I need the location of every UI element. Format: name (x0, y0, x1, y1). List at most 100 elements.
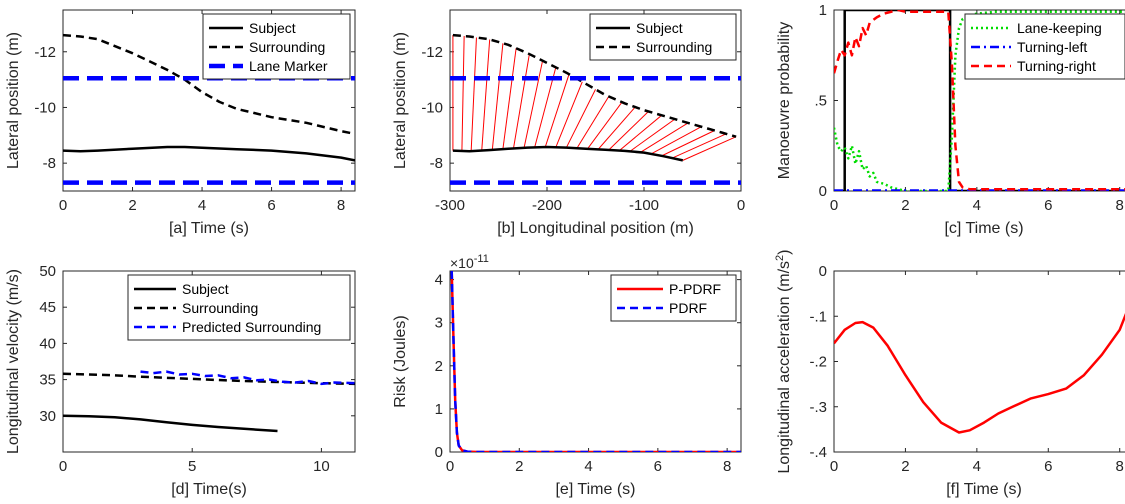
connection-line (565, 89, 596, 148)
x-axis-label: [e] Time (s) (555, 481, 635, 498)
legend-entry: Predicted Surrounding (182, 319, 321, 335)
y-tick-label: 3 (435, 315, 443, 332)
x-axis-label: [f] Time (s) (946, 481, 1022, 498)
y-tick-label: 0 (819, 263, 827, 280)
y-tick-label: -.4 (809, 444, 827, 461)
connection-line (597, 106, 636, 150)
y-tick-label: -12 (421, 44, 443, 61)
x-tick-label: 0 (59, 458, 67, 475)
connection-line (640, 122, 689, 153)
data-layer (63, 370, 355, 433)
connection-line (672, 133, 727, 159)
x-tick-label: 6 (1044, 458, 1052, 475)
series-line-surrounding (63, 33, 355, 136)
x-tick-label: 8 (1116, 197, 1124, 214)
x-tick-label: 6 (1044, 197, 1052, 214)
chart-b: -300 -200 -100 0 -12 -10 -8 [b] Longitudinal po… (392, 9, 745, 237)
legend: Subject Surrounding Lane Marker (202, 13, 351, 80)
y-tick-label: 35 (39, 372, 56, 389)
series-line-pdrf (450, 271, 741, 452)
legend-entry: Turning-left (1017, 39, 1087, 55)
series-line-subject (452, 145, 684, 162)
x-tick-label: 0 (737, 197, 745, 214)
x-tick-label: 4 (973, 197, 981, 214)
connection-line (502, 48, 517, 150)
legend-entry: PDRF (669, 300, 707, 316)
x-tick-label: 4 (198, 197, 206, 214)
connection-line (470, 37, 477, 152)
x-tick-label: -200 (532, 197, 562, 214)
legend-entry: Surrounding (182, 300, 258, 316)
x-axis-label: [b] Longitudinal position (m) (497, 220, 694, 237)
connection-line (461, 36, 465, 151)
y-tick-label: -8 (43, 155, 56, 172)
y-axis-label: Lateral position (m) (5, 32, 22, 169)
y-tick-label: 2 (435, 358, 443, 375)
legend-entry: Surrounding (249, 39, 325, 55)
chart-d: 0 5 10 30 35 40 45 50 [d] Time(s) Longitudinal ve… (5, 263, 356, 498)
y-tick-label: 1 (819, 2, 827, 19)
connection-line (523, 60, 544, 148)
y-tick-label: -.1 (809, 308, 827, 325)
connection-line (618, 114, 662, 151)
x-tick-label: 0 (830, 458, 838, 475)
x-tick-label: 6 (654, 458, 662, 475)
x-tick-label: 4 (973, 458, 981, 475)
legend-entry: P-PDRF (669, 281, 721, 297)
y-tick-label: 45 (39, 299, 56, 316)
x-tick-label: 2 (901, 197, 909, 214)
y-tick-label: 0 (819, 183, 827, 200)
series-line-subject (63, 145, 355, 162)
x-tick-label: 2 (515, 458, 523, 475)
x-tick-label: 8 (1116, 458, 1124, 475)
series-line-predicted-surrounding (140, 370, 355, 386)
chart-e: 0 2 4 6 8 0 1 2 3 4 [e] Time (s) Risk (Joules) ×10-1… (392, 253, 742, 498)
y-tick-label: 0 (435, 444, 443, 461)
data-layer (450, 271, 741, 452)
connection-line (608, 111, 649, 151)
connection-line (650, 126, 702, 155)
x-tick-label: 0 (830, 197, 838, 214)
x-tick-label: 5 (188, 458, 196, 475)
legend-entry: Subject (249, 20, 296, 36)
y-tick-label: 30 (39, 408, 56, 425)
connection-line (587, 101, 623, 150)
legend-box (589, 13, 737, 61)
y-axis-label: Manoeuvre probability (776, 22, 793, 179)
legend-entry: Lane-keeping (1017, 20, 1102, 36)
chart-c: 0 2 4 6 8 0 .5 1 [c] Time (s) Manoeuvre probabili… (776, 2, 1125, 237)
x-tick-label: 0 (446, 458, 454, 475)
connection-line (629, 118, 676, 152)
y-axis-label: Longitudinal velocity (m/s) (5, 269, 22, 454)
legend: Lane-keeping Turning-left Turning-right (964, 13, 1125, 80)
chart-a: 0 2 4 6 8 -12 -10 -8 [a] Time (s) Lateral positio… (5, 9, 356, 237)
legend-entry: Subject (636, 20, 683, 36)
legend-entry: Subject (182, 281, 229, 297)
series-line-turning-right (834, 10, 1125, 191)
connection-line (682, 136, 737, 161)
connection-line (512, 53, 530, 149)
connection-line (555, 81, 583, 148)
y-tick-label: -12 (34, 44, 56, 61)
series-line-subject (63, 414, 278, 433)
y-tick-label: 40 (39, 335, 56, 352)
x-tick-label: 2 (901, 458, 909, 475)
legend-entry: Turning-right (1017, 58, 1096, 74)
connection-line (534, 67, 557, 148)
x-tick-label: 4 (584, 458, 592, 475)
chart-f: 0 2 4 6 8 -.4 -.3 -.2 -.1 0 [f] Time (s) Longitudin… (774, 249, 1125, 498)
y-tick-label: -.2 (809, 354, 827, 371)
y-tick-label: -10 (34, 99, 56, 116)
series-line-surrounding (452, 33, 737, 138)
y-tick-label: -8 (430, 155, 443, 172)
connection-line (661, 130, 715, 157)
y-tick-label: -.3 (809, 399, 827, 416)
x-tick-label: 10 (313, 458, 330, 475)
exponent-label: ×10-11 (450, 253, 489, 271)
x-tick-label: 0 (59, 197, 67, 214)
connection-line (544, 74, 570, 148)
y-axis-label: Risk (Joules) (392, 315, 409, 407)
plot-area (833, 270, 1125, 453)
legend-box (610, 274, 737, 322)
